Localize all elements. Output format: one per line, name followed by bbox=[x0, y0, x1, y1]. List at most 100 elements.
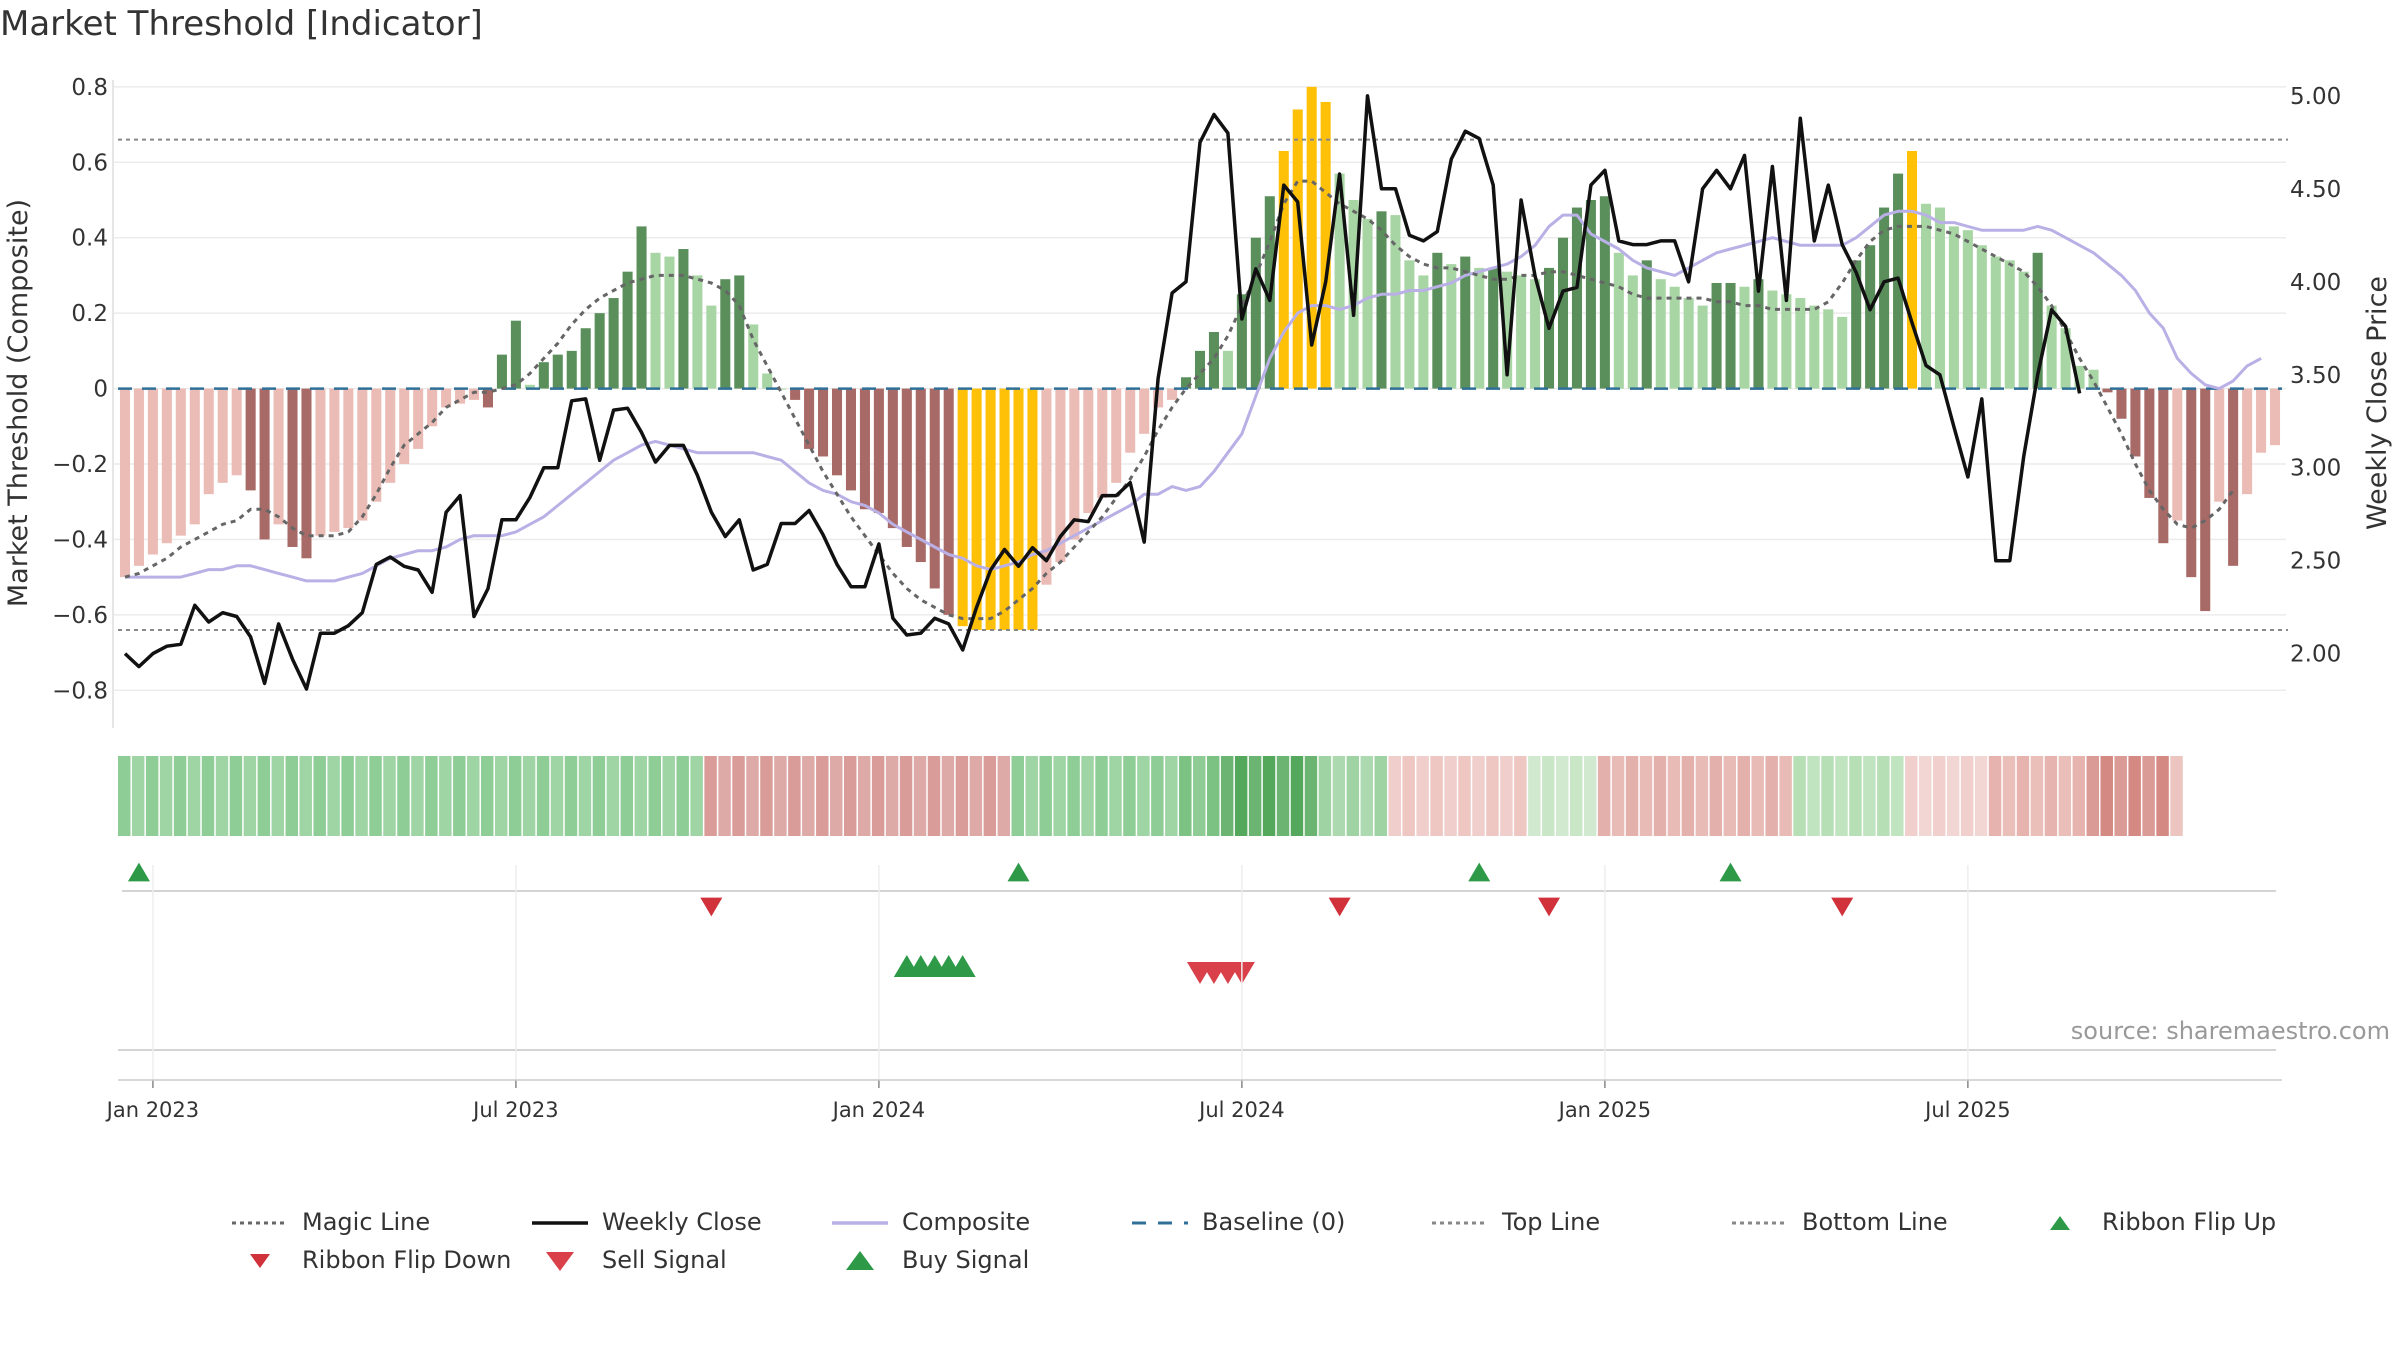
composite-bar bbox=[2116, 388, 2127, 419]
right-tick-label: 3.50 bbox=[2290, 363, 2341, 389]
ribbon-cell bbox=[955, 756, 969, 836]
composite-bar bbox=[1948, 226, 1959, 389]
ribbon-cell bbox=[606, 756, 620, 836]
right-tick-label: 2.00 bbox=[2290, 642, 2341, 668]
ribbon-cell bbox=[871, 756, 885, 836]
left-tick-label: −0.6 bbox=[52, 603, 108, 629]
composite-bar bbox=[538, 362, 549, 389]
ribbon-cell bbox=[1737, 756, 1750, 836]
ribbon-cell bbox=[2044, 756, 2058, 836]
composite-bar bbox=[1125, 388, 1136, 453]
composite-bar bbox=[259, 388, 270, 540]
composite-bar bbox=[329, 388, 340, 532]
composite-bar bbox=[1334, 173, 1345, 389]
composite-bar bbox=[1697, 305, 1708, 389]
composite-bar bbox=[496, 354, 507, 389]
composite-bar bbox=[901, 388, 912, 547]
legend-symbol-icon bbox=[1430, 1213, 1490, 1233]
ribbon-cell bbox=[1486, 756, 1499, 836]
left-tick-label: 0.8 bbox=[71, 75, 108, 101]
ribbon-cell bbox=[1932, 756, 1946, 836]
ribbon-cell bbox=[271, 756, 285, 836]
ribbon-cell bbox=[1960, 756, 1974, 836]
composite-bar bbox=[1432, 252, 1443, 389]
ribbon-cell bbox=[1388, 756, 1401, 836]
right-tick-label: 3.00 bbox=[2290, 456, 2341, 482]
composite-bar bbox=[2074, 365, 2085, 389]
ribbon-cell bbox=[1891, 756, 1904, 836]
composite-bar bbox=[315, 388, 326, 536]
composite-bar bbox=[245, 388, 256, 491]
composite-bar bbox=[692, 275, 703, 389]
ribbon-cell bbox=[383, 756, 396, 836]
ribbon-cell bbox=[1625, 756, 1639, 836]
composite-bar bbox=[929, 388, 940, 589]
ribbon-cell bbox=[2086, 756, 2100, 836]
composite-bar bbox=[175, 388, 186, 536]
composite-bar bbox=[441, 388, 452, 408]
ribbon-cell bbox=[1556, 756, 1569, 836]
composite-bar bbox=[1571, 207, 1582, 389]
x-tick-label: Jan 2023 bbox=[105, 1098, 200, 1122]
legend-label: Composite bbox=[902, 1208, 1031, 1236]
composite-bar bbox=[1474, 267, 1485, 389]
ribbon-cell bbox=[746, 756, 759, 836]
left-tick-label: 0.6 bbox=[71, 150, 108, 176]
composite-bar bbox=[1460, 256, 1471, 389]
composite-bar bbox=[1055, 388, 1066, 563]
ribbon-cell bbox=[704, 756, 717, 836]
ribbon-cell bbox=[1542, 756, 1555, 836]
composite-bar bbox=[357, 388, 368, 521]
composite-bar bbox=[2004, 260, 2015, 389]
composite-bar bbox=[1781, 294, 1792, 389]
legend-symbol-icon bbox=[2030, 1213, 2090, 1233]
ribbon-cell bbox=[131, 756, 145, 836]
ribbon-cell bbox=[1514, 756, 1527, 836]
composite-bar bbox=[1306, 86, 1317, 389]
composite-bar bbox=[1879, 207, 1890, 389]
composite-bar bbox=[2200, 388, 2211, 612]
composite-bar bbox=[580, 328, 591, 389]
composite-bar bbox=[1837, 316, 1848, 389]
ribbon-cell bbox=[1681, 756, 1695, 836]
composite-bar bbox=[1976, 245, 1987, 389]
composite-bar bbox=[1641, 260, 1652, 389]
ribbon-flip-down-marker bbox=[1538, 897, 1561, 917]
composite-bar bbox=[1069, 388, 1080, 540]
ribbon-cell bbox=[313, 756, 326, 836]
ribbon-cell bbox=[1765, 756, 1778, 836]
composite-bar bbox=[1795, 298, 1806, 389]
x-tick-label: Jul 2023 bbox=[471, 1098, 558, 1122]
x-tick-label: Jul 2025 bbox=[1923, 1098, 2010, 1122]
ribbon-cell bbox=[1877, 756, 1890, 836]
ribbon-cell bbox=[788, 756, 801, 836]
composite-bar bbox=[1167, 388, 1178, 400]
ribbon-cell bbox=[1081, 756, 1094, 836]
ribbon-cell bbox=[913, 756, 927, 836]
ribbon-cell bbox=[1304, 756, 1318, 836]
ribbon-cell bbox=[522, 756, 536, 836]
composite-bar bbox=[1111, 388, 1122, 483]
ribbon-cell bbox=[1597, 756, 1611, 836]
ribbon-flip-down-marker bbox=[700, 897, 723, 917]
ribbon-flip-up-marker bbox=[1719, 862, 1742, 882]
composite-bar bbox=[1083, 388, 1094, 514]
composite-bar bbox=[1222, 350, 1233, 389]
composite-bar bbox=[985, 388, 996, 630]
composite-bar bbox=[371, 388, 382, 502]
ribbon-cell bbox=[899, 756, 913, 836]
composite-bar bbox=[147, 388, 158, 555]
composite-bar bbox=[1809, 305, 1820, 389]
left-tick-label: −0.8 bbox=[52, 678, 108, 704]
ribbon-cell bbox=[1430, 756, 1443, 836]
ribbon-cell bbox=[494, 756, 508, 836]
composite-bar bbox=[1725, 282, 1736, 389]
composite-bar bbox=[762, 373, 773, 389]
legend-label: Magic Line bbox=[302, 1208, 431, 1236]
ribbon-cell bbox=[2100, 756, 2113, 836]
composite-bar bbox=[845, 388, 856, 491]
ribbon-cell bbox=[299, 756, 312, 836]
chart-title: Market Threshold [Indicator] bbox=[0, 4, 483, 44]
composite-bar bbox=[1669, 286, 1680, 389]
